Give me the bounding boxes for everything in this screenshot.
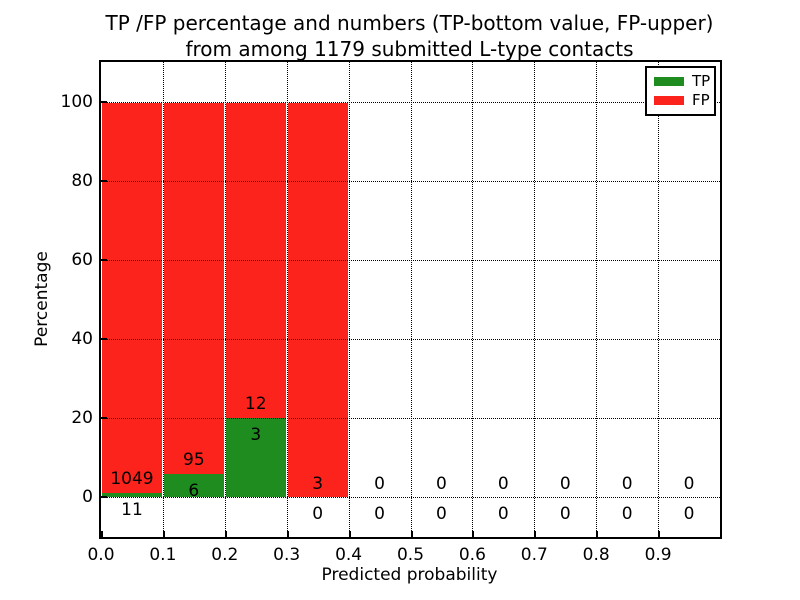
x-axis-tick bbox=[348, 531, 351, 537]
gridline-vertical bbox=[162, 62, 164, 537]
x-axis-tick bbox=[101, 531, 103, 537]
fp-count-label: 0 bbox=[497, 473, 509, 494]
x-axis-tick bbox=[224, 531, 227, 537]
tp-count-label: 0 bbox=[559, 504, 571, 525]
legend-label-fp: FP bbox=[692, 91, 710, 109]
x-tick-label: 0.0 bbox=[87, 545, 115, 565]
x-tick-label: 0.1 bbox=[149, 545, 177, 565]
gridline-vertical bbox=[410, 62, 412, 537]
x-tick-label: 0.3 bbox=[273, 545, 301, 565]
tp-count-label: 0 bbox=[374, 504, 385, 525]
fp-count-label: 0 bbox=[436, 473, 447, 494]
fp-count-label: 95 bbox=[183, 450, 205, 471]
x-tick-label: 0.9 bbox=[644, 545, 672, 565]
y-tick-label: 60 bbox=[71, 249, 93, 270]
bar-fp-segment bbox=[286, 101, 349, 498]
chart-title-line1: TP /FP percentage and numbers (TP-bottom… bbox=[105, 11, 714, 35]
fp-count-label: 0 bbox=[374, 473, 385, 494]
x-tick-label: 0.2 bbox=[211, 545, 239, 565]
bar-tp-segment bbox=[101, 493, 163, 498]
gridline-vertical bbox=[286, 62, 288, 537]
gridline-vertical bbox=[658, 62, 660, 537]
legend-entry-tp: TP bbox=[654, 72, 711, 91]
y-tick-label: 20 bbox=[71, 408, 93, 429]
tp-count-label: 6 bbox=[188, 480, 200, 501]
tp-count-label: 0 bbox=[312, 504, 324, 525]
x-axis-title: Predicted probability bbox=[321, 565, 498, 585]
fp-count-label: 12 bbox=[244, 394, 267, 415]
y-tick-label: 0 bbox=[82, 487, 93, 508]
tp-count-label: 11 bbox=[121, 499, 143, 520]
gridline-vertical bbox=[348, 62, 350, 537]
bar-fp-segment bbox=[162, 101, 225, 474]
y-axis-tick bbox=[101, 179, 107, 182]
x-tick-label: 0.7 bbox=[520, 545, 548, 565]
fp-count-label: 0 bbox=[621, 473, 633, 494]
x-tick-label: 0.5 bbox=[396, 545, 425, 565]
fp-color-swatch-icon bbox=[654, 96, 684, 105]
gridline-vertical bbox=[534, 62, 536, 537]
tp-count-label: 3 bbox=[250, 424, 262, 445]
y-axis-tick bbox=[101, 258, 107, 261]
x-axis-tick bbox=[410, 531, 413, 537]
tp-count-label: 0 bbox=[436, 504, 447, 525]
y-tick-label: 100 bbox=[60, 91, 93, 112]
tp-count-label: 0 bbox=[497, 504, 509, 525]
y-tick-label: 40 bbox=[71, 329, 93, 350]
y-axis-tick bbox=[101, 100, 107, 103]
tp-color-swatch-icon bbox=[654, 77, 684, 86]
tp-count-label: 0 bbox=[683, 504, 695, 525]
fp-count-label: 0 bbox=[683, 473, 695, 494]
x-tick-label: 0.8 bbox=[582, 545, 610, 565]
tp-count-label: 0 bbox=[621, 504, 633, 525]
chart-title-line2: from among 1179 submitted L-type contact… bbox=[185, 37, 634, 61]
x-axis-tick bbox=[472, 531, 475, 537]
legend: TP FP bbox=[645, 66, 716, 116]
x-axis-tick bbox=[286, 531, 289, 537]
gridline-vertical bbox=[596, 62, 598, 537]
x-axis-tick bbox=[596, 531, 599, 537]
x-axis-tick bbox=[658, 531, 661, 537]
bar-tp-segment bbox=[224, 418, 287, 498]
x-axis-tick bbox=[534, 531, 537, 537]
legend-label-tp: TP bbox=[692, 72, 711, 90]
y-axis-tick bbox=[101, 496, 107, 499]
gridline-vertical bbox=[224, 62, 226, 537]
legend-entry-fp: FP bbox=[654, 91, 710, 110]
y-axis-tick bbox=[101, 338, 107, 341]
x-axis-tick bbox=[162, 531, 165, 537]
y-axis-title: Percentage bbox=[32, 251, 52, 347]
x-tick-label: 0.6 bbox=[458, 545, 486, 565]
bar-fp-segment bbox=[101, 101, 163, 494]
fp-count-label: 0 bbox=[559, 473, 571, 494]
y-tick-label: 80 bbox=[71, 170, 93, 191]
x-tick-label: 0.4 bbox=[335, 545, 363, 565]
fp-count-label: 1049 bbox=[110, 469, 154, 490]
fp-count-label: 3 bbox=[312, 473, 324, 494]
y-axis-tick bbox=[101, 417, 107, 420]
chart-title: TP /FP percentage and numbers (TP-bottom… bbox=[100, 10, 719, 62]
plot-area: 1049 11 95 6 12 3 3 0 0 0 0 0 0 0 0 0 0 0 0 0 bbox=[99, 60, 722, 539]
gridline-vertical bbox=[472, 62, 474, 537]
